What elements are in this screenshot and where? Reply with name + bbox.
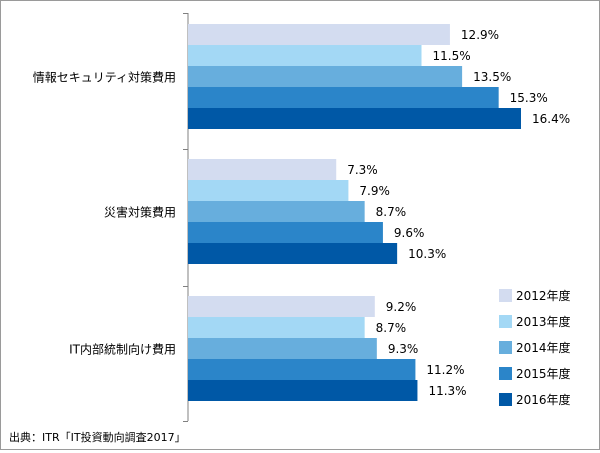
data-label: 7.3% — [347, 163, 378, 177]
data-label: 13.5% — [473, 70, 511, 84]
data-label: 16.4% — [532, 112, 570, 126]
bar-2014年度-災害対策費用 — [188, 201, 365, 222]
legend-label: 2012年度 — [516, 288, 571, 303]
legend-label: 2016年度 — [516, 392, 571, 407]
data-label: 8.7% — [376, 205, 407, 219]
data-label: 9.2% — [386, 300, 417, 314]
data-label: 12.9% — [461, 28, 499, 42]
legend-swatch — [499, 367, 512, 380]
bar-2016年度-IT内部統制向け費用 — [188, 380, 418, 401]
data-label: 7.9% — [359, 184, 390, 198]
bar-2015年度-IT内部統制向け費用 — [188, 359, 416, 380]
bar-2013年度-災害対策費用 — [188, 180, 349, 201]
bar-2014年度-情報セキュリティ対策費用 — [188, 66, 463, 87]
legend-swatch — [499, 289, 512, 302]
data-label: 8.7% — [376, 321, 407, 335]
bar-2016年度-情報セキュリティ対策費用 — [188, 108, 521, 129]
category-label: 災害対策費用 — [104, 205, 176, 220]
data-label: 9.6% — [394, 226, 425, 240]
data-label: 11.5% — [433, 49, 471, 63]
legend-swatch — [499, 315, 512, 328]
bar-2016年度-災害対策費用 — [188, 243, 398, 264]
bar-2013年度-IT内部統制向け費用 — [188, 317, 365, 338]
bar-2013年度-情報セキュリティ対策費用 — [188, 45, 422, 66]
data-label: 15.3% — [510, 91, 548, 105]
data-label: 9.3% — [388, 342, 419, 356]
bar-2015年度-災害対策費用 — [188, 222, 383, 243]
source-note: 出典：ITR「IT投資動向調査2017」 — [9, 431, 186, 444]
legend-swatch — [499, 341, 512, 354]
data-label: 11.3% — [428, 384, 466, 398]
bar-2012年度-情報セキュリティ対策費用 — [188, 24, 450, 45]
data-label: 11.2% — [426, 363, 464, 377]
bar-2014年度-IT内部統制向け費用 — [188, 338, 377, 359]
bar-2012年度-IT内部統制向け費用 — [188, 296, 375, 317]
legend-label: 2015年度 — [516, 366, 571, 381]
bar-2012年度-災害対策費用 — [188, 159, 337, 180]
category-label: 情報セキュリティ対策費用 — [33, 70, 176, 85]
bar-2015年度-情報セキュリティ対策費用 — [188, 87, 499, 108]
legend-label: 2014年度 — [516, 340, 571, 355]
category-label: IT内部統制向け費用 — [69, 342, 176, 357]
legend-label: 2013年度 — [516, 314, 571, 329]
legend-swatch — [499, 393, 512, 406]
data-label: 10.3% — [408, 247, 446, 261]
